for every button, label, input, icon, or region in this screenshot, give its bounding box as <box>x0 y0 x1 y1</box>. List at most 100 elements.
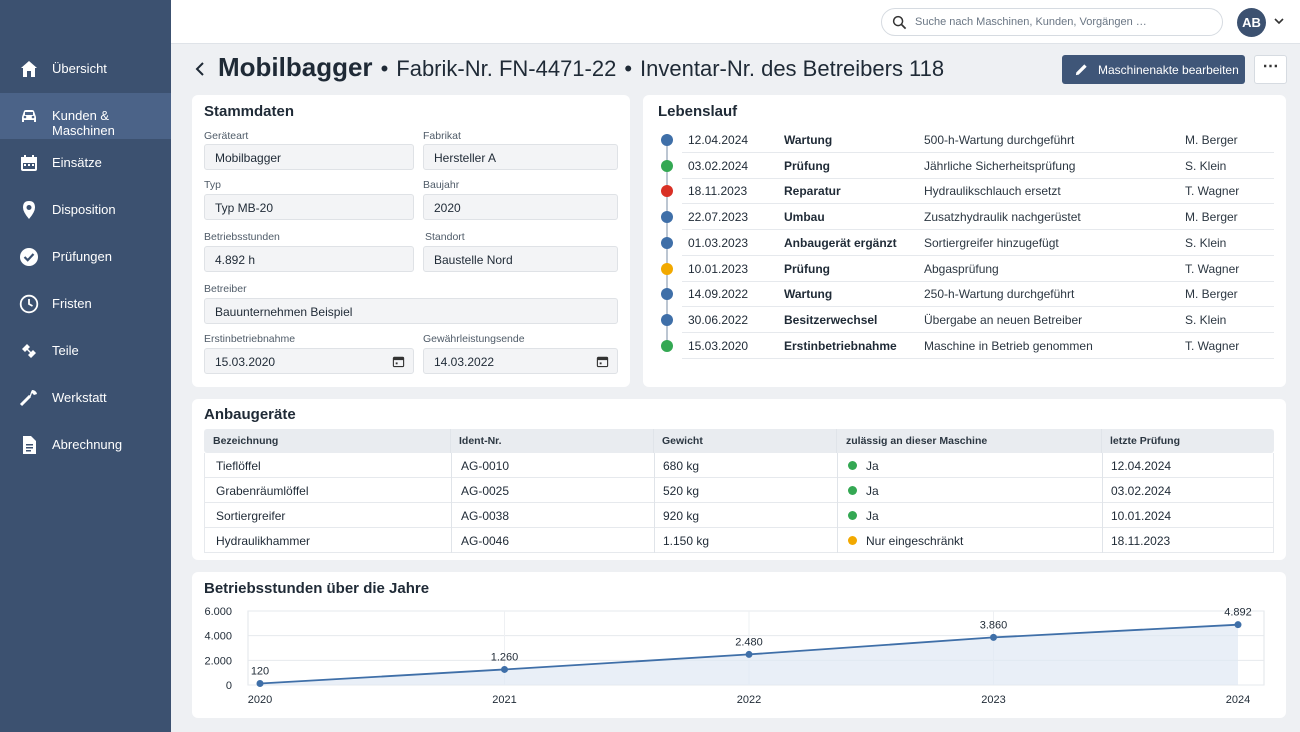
column-header[interactable]: Ident-Nr. <box>459 435 502 447</box>
edit-machine-button[interactable]: Maschinenakte bearbeiten <box>1062 55 1245 84</box>
timeline-dot <box>661 288 673 301</box>
sidebar-item-pruefungen[interactable]: Prüfungen <box>0 234 171 280</box>
attachment-name: Tieflöffel <box>216 459 261 473</box>
status-dot <box>848 461 857 470</box>
timeline-description: 500-h-Wartung durchgeführt <box>924 133 1075 147</box>
timeline-description: Sortiergreifer hinzugefügt <box>924 235 1059 250</box>
table-row[interactable]: Tieflöffel AG-0010 680 kg Ja 12.04.2024 <box>204 453 1274 478</box>
calendar-icon[interactable] <box>596 355 609 368</box>
lebenslauf-card <box>643 95 1286 387</box>
attachment-id: AG-0046 <box>461 534 510 548</box>
timeline-row[interactable]: 22.07.2023 Umbau Zusatzhydraulik nachgerüs… <box>682 204 1274 231</box>
sidebar-item-einsaetze[interactable]: Einsätze <box>0 140 171 186</box>
back-icon[interactable] <box>192 60 210 78</box>
pencil-icon <box>1075 64 1087 76</box>
timeline-dot <box>661 134 673 146</box>
calendar-icon[interactable] <box>392 355 405 368</box>
timeline-row[interactable]: 01.03.2023 Anbaugerät ergänzt Sortiergreif… <box>682 230 1274 256</box>
table-header: Bezeichnung Ident-Nr. Gewicht zulässig a… <box>204 429 1274 453</box>
timeline-description: Maschine in Betrieb genommen <box>924 338 1093 353</box>
attachment-id: AG-0038 <box>461 509 510 523</box>
timeline-row[interactable]: 18.11.2023 Reparatur Hydraulikschlauch ers… <box>682 178 1274 205</box>
timeline-description: Abgasprüfung <box>924 261 999 276</box>
timeline-dot <box>661 211 673 224</box>
more-options-button[interactable]: ⋯ <box>1254 55 1287 84</box>
betreiber-field[interactable]: Bauunternehmen Beispiel <box>204 298 618 324</box>
data-point <box>501 665 508 673</box>
gewaehrleistungsende-value: 14.03.2022 <box>434 355 495 369</box>
attachment-id: AG-0025 <box>461 484 510 498</box>
timeline-description: Zusatzhydraulik nachgerüstet <box>924 210 1081 225</box>
typ-field[interactable]: Typ MB-20 <box>204 194 414 220</box>
timeline-row[interactable]: 14.09.2022 Wartung 250-h-Wartung durchgefü… <box>682 281 1274 308</box>
wrench-icon <box>19 390 37 407</box>
erstinbetriebnahme-field[interactable]: 15.03.2020 <box>204 348 414 374</box>
baujahr-label: Baujahr <box>423 179 460 191</box>
gewaehrleistungsende-field[interactable]: 14.03.2022 <box>423 348 618 374</box>
column-header[interactable]: zulässig an dieser Maschine <box>846 435 988 447</box>
sidebar-item-label: Fristen <box>52 296 92 311</box>
attachment-name: Hydraulikhammer <box>216 534 311 548</box>
timeline-date: 03.02.2024 <box>688 158 749 173</box>
data-point <box>990 633 997 641</box>
sidebar-item-uebersicht[interactable]: Übersicht <box>0 46 171 92</box>
timeline-person: M. Berger <box>1185 287 1238 302</box>
x-tick-label: 2021 <box>492 694 516 706</box>
timeline-row[interactable]: 30.06.2022 Besitzerwechsel Übergabe an neu… <box>682 307 1274 333</box>
attachment-status: Nur eingeschränkt <box>866 534 964 548</box>
search-input[interactable]: Suche nach Maschinen, Kunden, Vorgängen … <box>881 8 1223 36</box>
timeline-type: Erstinbetriebnahme <box>784 338 897 353</box>
chart-title: Betriebsstunden über die Jahre <box>204 580 430 597</box>
timeline-date: 18.11.2023 <box>688 184 748 199</box>
timeline-description: Jährliche Sicherheitsprüfung <box>924 158 1076 173</box>
sidebar-item-fristen[interactable]: Fristen <box>0 281 171 327</box>
timeline-row[interactable]: 15.03.2020 Erstinbetriebnahme Maschine in … <box>682 333 1274 359</box>
attachment-weight: 920 kg <box>663 509 700 523</box>
table-row[interactable]: Sortiergreifer AG-0038 920 kg Ja 10.01.2024 <box>204 503 1274 528</box>
timeline-date: 22.07.2023 <box>688 210 749 225</box>
geraeteart-field[interactable]: Mobilbagger <box>204 144 414 170</box>
column-header[interactable]: Gewicht <box>662 435 703 447</box>
timeline-row[interactable]: 03.02.2024 Prüfung Jährliche Sicherheitspr… <box>682 153 1274 179</box>
sidebar-item-abrechnung[interactable]: Abrechnung <box>0 422 171 468</box>
avatar[interactable]: AB <box>1237 8 1266 37</box>
timeline-description: Hydraulikschlauch ersetzt <box>924 184 1061 199</box>
timeline-person: M. Berger <box>1185 133 1238 147</box>
table-row[interactable]: Grabenräumlöffel AG-0025 520 kg Ja 03.02.202… <box>204 478 1274 503</box>
attachment-last-check: 10.01.2024 <box>1111 509 1172 523</box>
sidebar-item-label: Abrechnung <box>52 437 123 452</box>
timeline-person: S. Klein <box>1185 158 1227 173</box>
timeline-type: Prüfung <box>784 158 830 173</box>
standort-field[interactable]: Baustelle Nord <box>423 246 618 272</box>
timeline-person: M. Berger <box>1185 210 1238 225</box>
serial-number: Fabrik-Nr. FN-4471-22 <box>396 56 617 81</box>
timeline-row[interactable]: 12.04.2024 Wartung 500-h-Wartung durchgefü… <box>682 127 1274 153</box>
status-dot <box>848 486 857 495</box>
timeline-row[interactable]: 10.01.2023 Prüfung Abgasprüfung T. Wagner <box>682 256 1274 282</box>
sidebar-item-werkstatt[interactable]: Werkstatt <box>0 375 171 421</box>
timeline-date: 15.03.2020 <box>688 338 749 353</box>
chevron-down-icon[interactable] <box>1273 15 1285 27</box>
column-header[interactable]: Bezeichnung <box>213 435 279 447</box>
column-header[interactable]: letzte Prüfung <box>1110 435 1180 447</box>
timeline-type: Wartung <box>784 133 833 147</box>
sidebar-item-label: Werkstatt <box>52 390 107 405</box>
sidebar: Übersicht Kunden & Maschinen Einsätze Di… <box>0 0 171 732</box>
geraeteart-label: Geräteart <box>204 130 249 142</box>
fabrikat-label: Fabrikat <box>423 130 461 142</box>
gewaehrleistungsende-label: Gewährleistungsende <box>423 333 525 345</box>
edit-machine-label: Maschinenakte bearbeiten <box>1098 63 1239 77</box>
betriebsstunden-field[interactable]: 4.892 h <box>204 246 414 272</box>
table-row[interactable]: Hydraulikhammer AG-0046 1.150 kg Nur einges… <box>204 528 1274 553</box>
search-icon <box>892 15 907 30</box>
sidebar-item-kunden-maschinen[interactable]: Kunden & Maschinen <box>0 93 171 139</box>
x-tick-label: 2023 <box>981 694 1005 706</box>
sidebar-item-disposition[interactable]: Disposition <box>0 187 171 233</box>
timeline-description: Übergabe an neuen Betreiber <box>924 312 1083 327</box>
fabrikat-field[interactable]: Hersteller A <box>423 144 618 170</box>
baujahr-field[interactable]: 2020 <box>423 194 618 220</box>
attachment-last-check: 12.04.2024 <box>1111 459 1172 473</box>
sidebar-item-teile[interactable]: Teile <box>0 328 171 374</box>
check-circle-icon <box>20 248 38 266</box>
parts-icon <box>22 344 36 358</box>
